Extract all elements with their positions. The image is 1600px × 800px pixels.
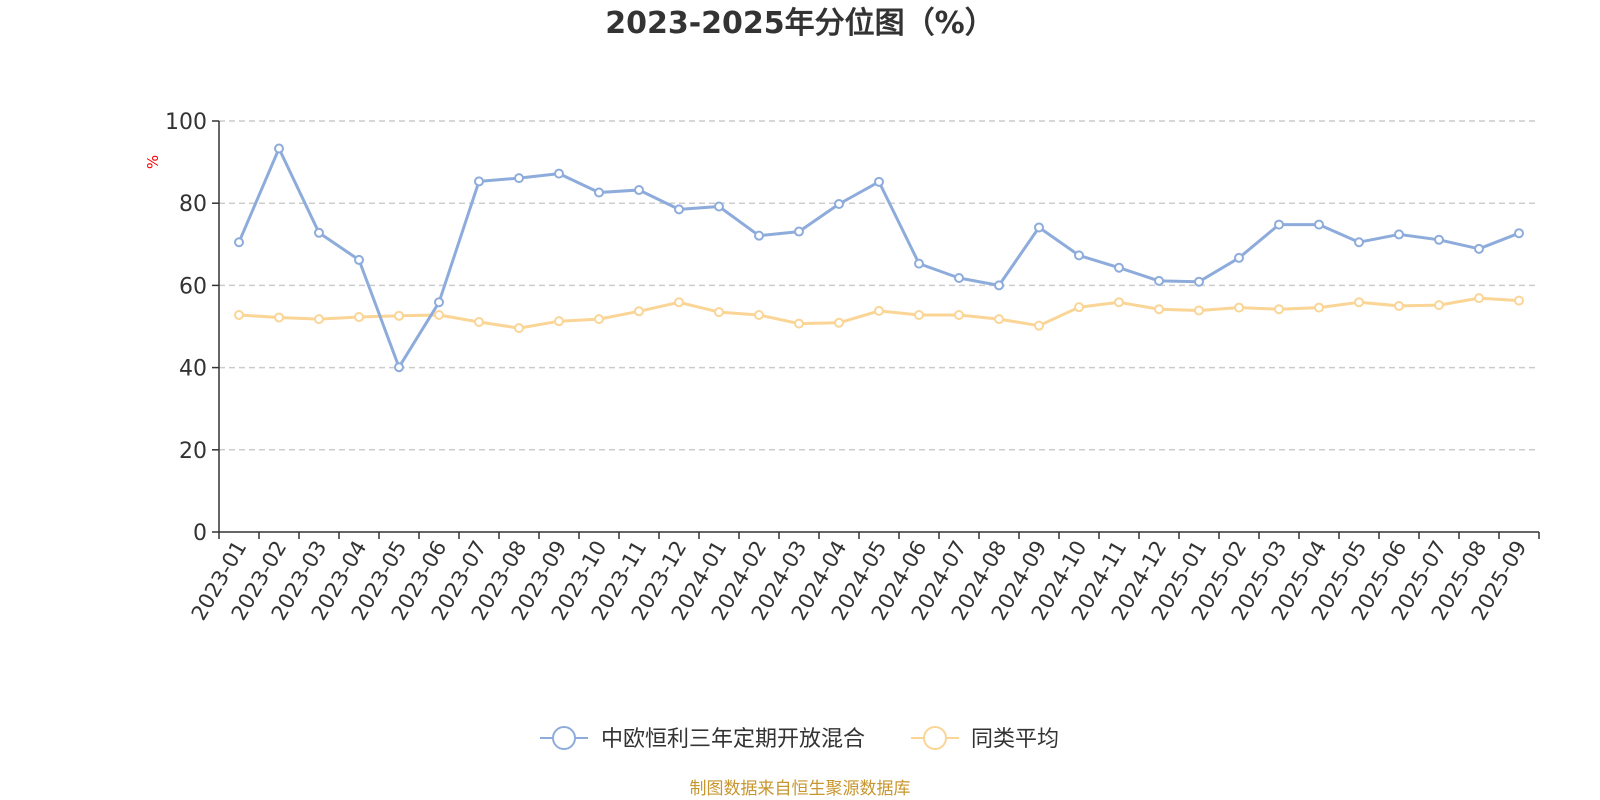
series-group	[234, 143, 1524, 373]
data-point[interactable]	[754, 230, 764, 241]
data-point[interactable]	[874, 305, 884, 316]
data-point[interactable]	[1234, 252, 1244, 263]
data-point[interactable]	[1394, 229, 1404, 240]
data-point[interactable]	[274, 312, 284, 323]
data-point[interactable]	[1274, 219, 1284, 230]
x-axis-ticks: 2023-012023-022023-032023-042023-052023-…	[187, 532, 1540, 624]
data-point[interactable]	[714, 307, 724, 318]
y-axis-label: %	[144, 155, 162, 169]
y-axis-ticks: 0 20 40 60 80 100	[165, 110, 219, 546]
legend-item-1[interactable]: 同类平均	[911, 726, 1059, 752]
data-point[interactable]	[754, 309, 764, 320]
data-point[interactable]	[634, 306, 644, 317]
data-point[interactable]	[1354, 297, 1364, 308]
data-point[interactable]	[1474, 293, 1484, 304]
y-tick-label: 0	[193, 521, 207, 546]
data-point[interactable]	[234, 309, 244, 320]
data-point[interactable]	[1514, 228, 1524, 239]
data-point[interactable]	[1314, 302, 1324, 313]
data-point[interactable]	[314, 314, 324, 325]
data-point[interactable]	[1194, 276, 1204, 287]
data-point[interactable]	[434, 297, 444, 308]
legend[interactable]: 中欧恒利三年定期开放混合 同类平均	[540, 726, 1059, 752]
data-point[interactable]	[1114, 297, 1124, 308]
data-point[interactable]	[914, 309, 924, 320]
data-point[interactable]	[434, 309, 444, 320]
data-point[interactable]	[1034, 320, 1044, 331]
data-point[interactable]	[1114, 262, 1124, 273]
chart-title: 2023-2025年分位图（%）	[605, 6, 995, 41]
data-point[interactable]	[834, 199, 844, 210]
data-point[interactable]	[314, 227, 324, 238]
y-tick-label: 80	[179, 192, 207, 217]
y-tick-label: 40	[179, 357, 207, 382]
data-point[interactable]	[474, 176, 484, 187]
data-point[interactable]	[1274, 304, 1284, 315]
axes	[218, 121, 1539, 533]
legend-marker	[923, 726, 947, 750]
data-point[interactable]	[674, 297, 684, 308]
data-point[interactable]	[354, 312, 364, 323]
data-point[interactable]	[794, 226, 804, 237]
data-point[interactable]	[514, 323, 524, 334]
data-point[interactable]	[634, 185, 644, 196]
data-point[interactable]	[394, 310, 404, 321]
data-point[interactable]	[514, 173, 524, 184]
data-point[interactable]	[1434, 300, 1444, 311]
data-point[interactable]	[714, 201, 724, 212]
data-point[interactable]	[1514, 295, 1524, 306]
data-point[interactable]	[1194, 305, 1204, 316]
legend-label: 同类平均	[971, 727, 1059, 752]
data-point[interactable]	[1154, 275, 1164, 286]
data-point[interactable]	[1434, 234, 1444, 245]
data-point[interactable]	[594, 314, 604, 325]
data-point[interactable]	[1314, 219, 1324, 230]
data-source-note: 制图数据来自恒生聚源数据库	[689, 779, 911, 799]
line-chart: 0 20 40 60 80 100 2023-012023-022023-032023-0…	[144, 110, 1540, 752]
data-point[interactable]	[994, 314, 1004, 325]
y-tick-label: 60	[179, 274, 207, 299]
legend-label: 中欧恒利三年定期开放混合	[601, 727, 865, 752]
data-point[interactable]	[274, 143, 284, 154]
data-point[interactable]	[994, 280, 1004, 291]
legend-marker	[552, 726, 576, 750]
data-point[interactable]	[914, 258, 924, 269]
data-point[interactable]	[594, 187, 604, 198]
data-point[interactable]	[1474, 243, 1484, 254]
data-point[interactable]	[1034, 222, 1044, 233]
data-point[interactable]	[394, 362, 404, 373]
y-tick-label: 20	[179, 439, 207, 464]
data-point[interactable]	[554, 316, 564, 327]
data-point[interactable]	[1074, 250, 1084, 261]
data-point[interactable]	[234, 237, 244, 248]
y-tick-label: 100	[165, 110, 207, 135]
data-point[interactable]	[474, 316, 484, 327]
data-point[interactable]	[1234, 302, 1244, 313]
data-point[interactable]	[674, 204, 684, 215]
grid-lines	[219, 120, 1539, 451]
data-point[interactable]	[954, 273, 964, 284]
data-point[interactable]	[1354, 237, 1364, 248]
data-point[interactable]	[874, 176, 884, 187]
data-point[interactable]	[554, 168, 564, 179]
data-point[interactable]	[1394, 300, 1404, 311]
data-point[interactable]	[954, 309, 964, 320]
data-point[interactable]	[354, 254, 364, 265]
data-point[interactable]	[1154, 304, 1164, 315]
data-point[interactable]	[794, 318, 804, 329]
data-point[interactable]	[1074, 302, 1084, 313]
data-point[interactable]	[834, 317, 844, 328]
legend-item-0[interactable]: 中欧恒利三年定期开放混合	[540, 726, 865, 752]
